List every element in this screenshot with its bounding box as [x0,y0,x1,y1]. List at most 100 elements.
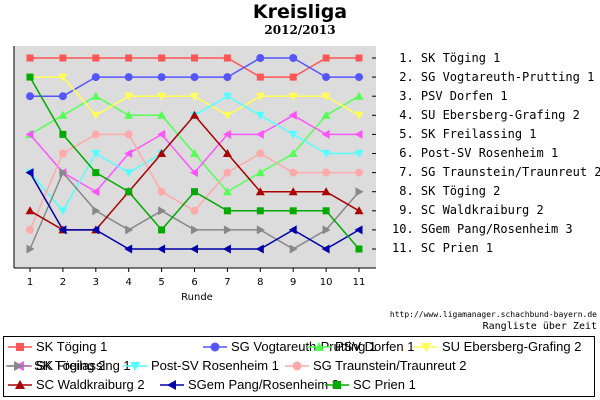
data-point [124,73,133,82]
data-point [157,149,167,157]
data-point [355,73,363,82]
data-point [222,92,232,101]
x-tick-label: 4 [126,277,132,288]
data-point [322,225,331,235]
data-point [58,110,68,119]
legend-label: SG Traunstein/Traunreut 2 [313,358,467,373]
data-point [91,187,100,197]
data-point [288,187,298,196]
data-point [256,73,264,81]
rank-label-list: 1. SK Töging 1 2. SG Vogtareuth-Prutting… [392,49,600,258]
rank-label: 1. SK Töging 1 [392,51,501,65]
data-point [354,225,363,235]
legend-label: Post-SV Rosenheim 1 [151,358,279,373]
data-point [289,244,298,254]
data-point [92,169,100,177]
legend-swatch [6,361,30,371]
data-point [158,226,166,234]
data-point [25,168,34,178]
data-point [321,150,331,158]
data-point [322,54,330,62]
legend-label: SK Töging 2 [34,358,106,373]
data-point [322,207,330,215]
x-tick-label: 1 [27,277,33,288]
legend-label: SG Vogtareuth-Prutting 1 [231,339,377,354]
rank-label: 10. SGem Pang/Rosenheim 3 [392,222,573,236]
data-point [289,73,297,81]
series-7 [26,130,363,234]
legend-swatch [325,381,349,389]
data-point [92,54,100,62]
data-point [124,92,134,101]
data-point [288,225,297,235]
data-point [322,168,331,177]
data-point [157,92,167,101]
data-point [124,169,134,178]
data-point [58,207,68,216]
data-point [124,244,133,254]
data-point [255,92,265,101]
data-point [354,206,364,215]
data-point [91,91,101,100]
data-point [256,149,265,158]
data-point [288,92,298,101]
data-point [288,149,298,157]
data-point [190,206,199,215]
data-point [354,91,364,100]
data-point [321,92,331,101]
data-point [158,206,167,216]
data-point [124,149,133,158]
data-point [191,188,198,196]
legend-swatch [8,343,32,351]
data-point [157,129,166,139]
data-point [190,92,199,101]
rank-label: 6. Post-SV Rosenheim 1 [392,146,559,160]
data-point [289,207,297,215]
data-point [190,110,199,119]
data-point [26,54,34,62]
data-point [59,130,67,138]
rank-label: 4. SU Ebersberg-Grafing 2 [392,108,580,122]
data-point [25,129,34,139]
data-point [222,244,231,254]
data-point [355,54,363,62]
data-point [58,92,67,101]
source-url[interactable]: http://www.ligamanager.schachbund-bayern… [389,310,597,319]
data-point [288,110,297,120]
x-tick-label: 10 [320,277,333,288]
data-point [321,244,330,254]
data-point [289,54,298,62]
x-tick-label: 5 [158,277,164,288]
data-point [255,244,264,254]
chart-caption: Rangliste über Zeit [482,321,597,332]
data-point [355,245,363,253]
legend-label: PSV Dorfen 1 [335,339,415,354]
legend-swatch [160,380,184,390]
data-point [91,73,100,82]
data-point [125,225,134,235]
data-point [223,225,232,235]
data-point [26,225,34,234]
legend-label: SK Freilassing 1 [36,358,131,373]
data-point [222,129,231,139]
data-point [354,129,363,139]
data-point [26,73,34,81]
series-11 [26,73,363,253]
legend-swatch [203,342,227,352]
data-point [25,206,35,215]
rank-label: 3. PSV Dorfen 1 [392,89,508,103]
legend-label: SC Waldkraiburg 2 [36,377,145,392]
data-point [255,187,265,196]
chart-subtitle: 2012/2013 [264,23,336,37]
data-point [124,110,134,119]
data-point [223,54,231,62]
series-10 [25,168,363,254]
data-point [26,92,34,101]
legend-swatch [8,380,32,389]
legend-swatch [414,343,438,352]
legend-label: SGem Pang/Rosenheim 3 [188,377,340,392]
data-point [157,73,166,82]
data-point [223,207,231,215]
data-point [91,150,101,158]
data-point [288,130,298,139]
